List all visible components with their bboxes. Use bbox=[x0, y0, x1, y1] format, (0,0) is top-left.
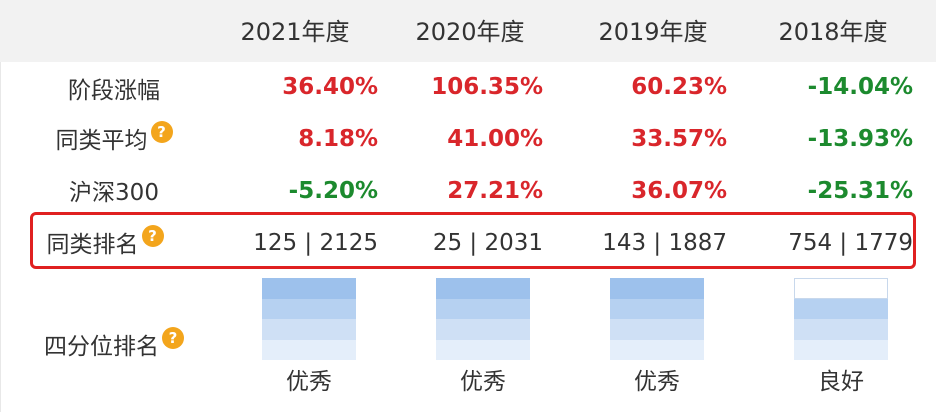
cell-stage-return-2018: -14.04% bbox=[807, 74, 913, 100]
cell-csi300-2019: 36.07% bbox=[631, 178, 727, 204]
left-border bbox=[0, 62, 1, 412]
quartile-segment bbox=[436, 278, 530, 299]
quartile-bar-2019 bbox=[610, 278, 704, 360]
quartile-segment bbox=[794, 319, 888, 340]
quartile-bar-2021 bbox=[262, 278, 356, 360]
rank-row-highlight bbox=[30, 212, 916, 269]
quartile-segment bbox=[262, 298, 356, 319]
quartile-segment bbox=[794, 278, 888, 299]
cell-peer-average-2018: -13.93% bbox=[807, 126, 913, 152]
quartile-rating-2020: 优秀 bbox=[460, 369, 506, 395]
header-col-4: 2018年度 bbox=[778, 18, 888, 46]
cell-peer-rank-2021: 125 | 2125 bbox=[253, 230, 378, 256]
quartile-segment bbox=[436, 339, 530, 360]
cell-stage-return-2020: 106.35% bbox=[431, 74, 543, 100]
cell-peer-rank-2018: 754 | 1779 bbox=[788, 230, 913, 256]
quartile-segment bbox=[794, 298, 888, 319]
row-label-csi300: 沪深300 bbox=[14, 172, 214, 208]
quartile-segment bbox=[262, 278, 356, 299]
quartile-segment bbox=[436, 319, 530, 340]
quartile-bar-2018 bbox=[794, 278, 888, 360]
row-label-text: 同类平均 bbox=[55, 128, 148, 154]
quartile-rating-2021: 优秀 bbox=[286, 369, 332, 395]
quartile-segment bbox=[610, 298, 704, 319]
row-label-peer-rank: 同类排名 ? bbox=[30, 224, 180, 260]
cell-peer-average-2020: 41.00% bbox=[447, 126, 543, 152]
row-label-quartile-rank: 四分位排名 ? bbox=[14, 326, 214, 362]
quartile-bar-2020 bbox=[436, 278, 530, 360]
cell-csi300-2021: -5.20% bbox=[288, 178, 378, 204]
quartile-segment bbox=[262, 339, 356, 360]
cell-csi300-2020: 27.21% bbox=[447, 178, 543, 204]
row-label-peer-average: 同类平均 ? bbox=[14, 120, 214, 156]
cell-peer-average-2019: 33.57% bbox=[631, 126, 727, 152]
row-label-stage-return: 阶段涨幅 bbox=[14, 70, 214, 106]
cell-peer-rank-2019: 143 | 1887 bbox=[602, 230, 727, 256]
help-icon[interactable]: ? bbox=[150, 121, 173, 143]
header-col-2: 2020年度 bbox=[415, 18, 525, 46]
quartile-segment bbox=[610, 319, 704, 340]
cell-peer-rank-2020: 25 | 2031 bbox=[432, 230, 543, 256]
header-col-1: 2021年度 bbox=[240, 18, 350, 46]
row-label-text: 四分位排名 bbox=[44, 334, 159, 360]
row-label-text: 同类排名 bbox=[46, 232, 139, 258]
cell-stage-return-2021: 36.40% bbox=[282, 74, 378, 100]
help-icon[interactable]: ? bbox=[162, 327, 184, 349]
quartile-segment bbox=[794, 339, 888, 360]
row-label-text: 沪深300 bbox=[69, 180, 159, 206]
table-header: 2021年度 2020年度 2019年度 2018年度 bbox=[0, 0, 936, 62]
cell-csi300-2018: -25.31% bbox=[807, 178, 913, 204]
quartile-segment bbox=[610, 339, 704, 360]
quartile-segment bbox=[610, 278, 704, 299]
quartile-rating-2018: 良好 bbox=[818, 369, 864, 395]
quartile-rating-2019: 优秀 bbox=[634, 369, 680, 395]
quartile-segment bbox=[262, 319, 356, 340]
header-col-3: 2019年度 bbox=[598, 18, 708, 46]
cell-peer-average-2021: 8.18% bbox=[298, 126, 378, 152]
cell-stage-return-2019: 60.23% bbox=[631, 74, 727, 100]
quartile-segment bbox=[436, 298, 530, 319]
help-icon[interactable]: ? bbox=[141, 225, 164, 247]
row-label-text: 阶段涨幅 bbox=[68, 78, 160, 104]
